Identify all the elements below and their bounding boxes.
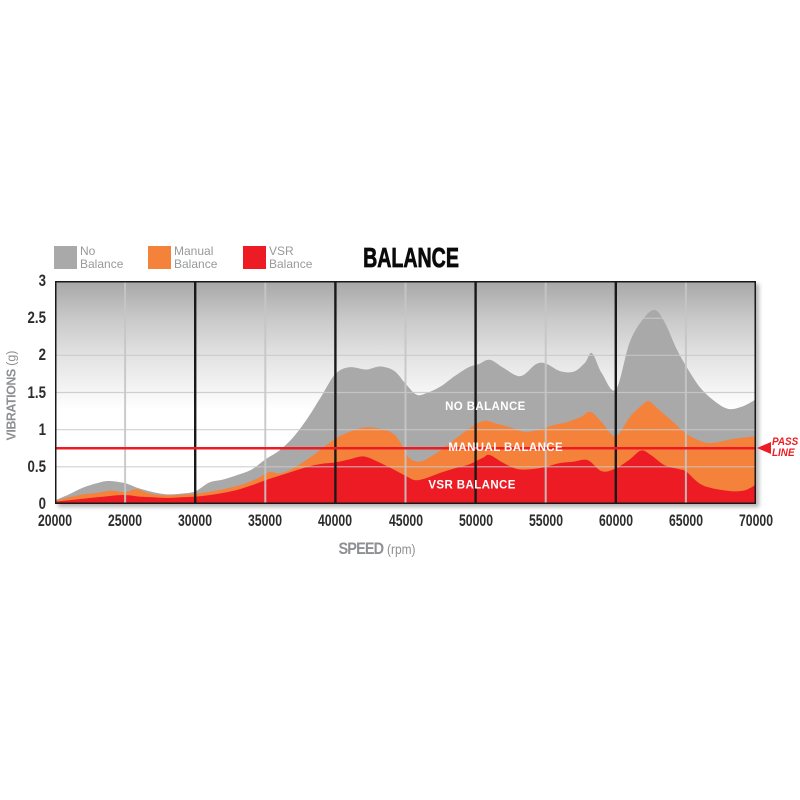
area-label-vsr-balance: VSR BALANCE xyxy=(428,480,515,492)
y-tick-label: 2.5 xyxy=(27,308,46,328)
y-tick-label: 3 xyxy=(38,271,46,290)
plot-area: NO BALANCE MANUAL BALANCE VSR BALANCE xyxy=(53,279,758,506)
no-balance-swatch-icon xyxy=(54,246,77,269)
y-tick-label: 1.5 xyxy=(27,382,46,402)
y-tick-label: 0 xyxy=(38,494,46,513)
x-tick-label: 30000 xyxy=(178,511,213,530)
pass-line-arrow-icon xyxy=(757,441,771,454)
pass-line-label: PASS LINE xyxy=(772,435,799,460)
area-label-manual-balance: MANUAL BALANCE xyxy=(448,442,563,454)
y-axis-title: VIBRATIONS (g) xyxy=(4,350,19,441)
x-tick-label: 55000 xyxy=(528,511,563,530)
legend-label: VSR Balance xyxy=(269,244,313,271)
x-tick-label: 20000 xyxy=(37,511,73,530)
vsr-balance-swatch-icon xyxy=(243,246,266,269)
y-tick-label: 2 xyxy=(38,345,46,365)
x-axis-title: SPEED (rpm) xyxy=(338,539,416,558)
x-tick-label: 50000 xyxy=(458,511,493,530)
x-tick-label: 35000 xyxy=(248,511,283,530)
y-tick-label: 0.5 xyxy=(27,456,46,476)
x-tick-label: 60000 xyxy=(598,511,633,530)
x-tick-label: 45000 xyxy=(388,511,423,530)
x-tick-label: 65000 xyxy=(668,511,703,530)
legend-label: Manual Balance xyxy=(174,244,218,271)
chart-title: BALANCE xyxy=(363,242,459,274)
manual-balance-swatch-icon xyxy=(148,246,171,269)
x-tick-label: 25000 xyxy=(108,511,143,530)
x-tick-label: 40000 xyxy=(318,511,353,530)
x-tick-label: 70000 xyxy=(738,511,774,530)
legend-label: No Balance xyxy=(80,244,124,271)
area-label-no-balance: NO BALANCE xyxy=(445,401,526,413)
y-tick-label: 1 xyxy=(38,419,46,439)
balance-chart-svg: NO BALANCE MANUAL BALANCE VSR BALANCE xyxy=(53,279,758,506)
